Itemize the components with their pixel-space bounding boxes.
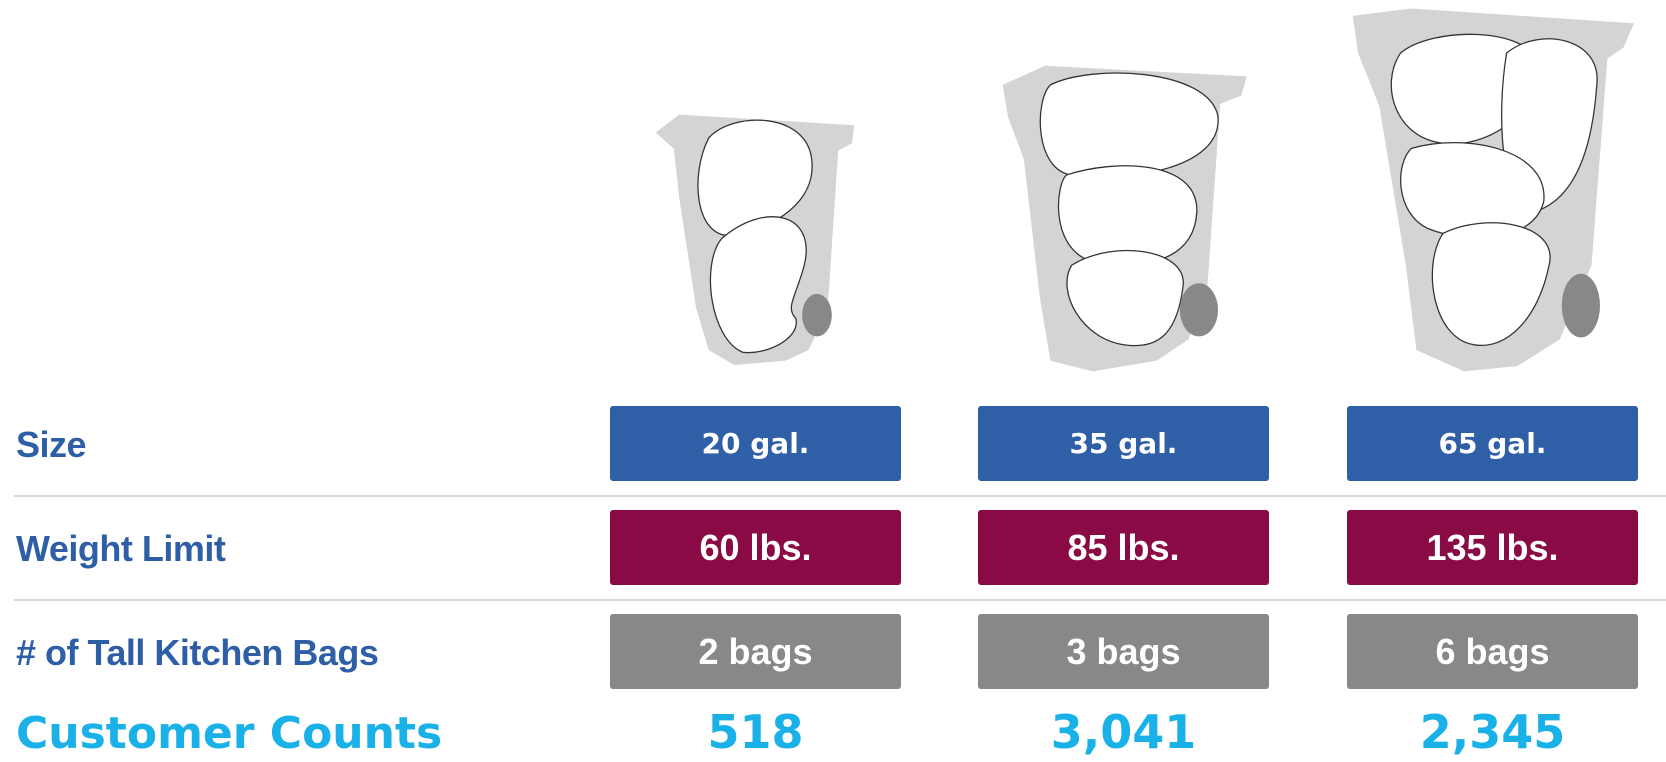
size-cell: 20 gal.: [610, 406, 901, 481]
row-label: Weight Limit: [16, 528, 225, 570]
customer-count: 518: [610, 705, 901, 759]
separator: [14, 495, 1666, 497]
bags-cell: 3 bags: [978, 614, 1269, 689]
weight-cell: 135 lbs.: [1347, 510, 1638, 585]
bags-cell: 2 bags: [610, 614, 901, 689]
separator: [14, 599, 1666, 601]
row-label: Size: [16, 424, 86, 466]
customer-count: 2,345: [1347, 705, 1638, 759]
weight-cell: 60 lbs.: [610, 510, 901, 585]
bags-cell: 6 bags: [1347, 614, 1638, 689]
row-label: # of Tall Kitchen Bags: [16, 632, 378, 674]
size-cell: 35 gal.: [978, 406, 1269, 481]
row-label: Customer Counts: [16, 708, 442, 759]
weight-cell: 85 lbs.: [978, 510, 1269, 585]
size-cell: 65 gal.: [1347, 406, 1638, 481]
page: Size Weight Limit # of Tall Kitchen Bags…: [0, 0, 1666, 762]
customer-count: 3,041: [978, 705, 1269, 759]
bins-illustration: [0, 0, 1666, 400]
